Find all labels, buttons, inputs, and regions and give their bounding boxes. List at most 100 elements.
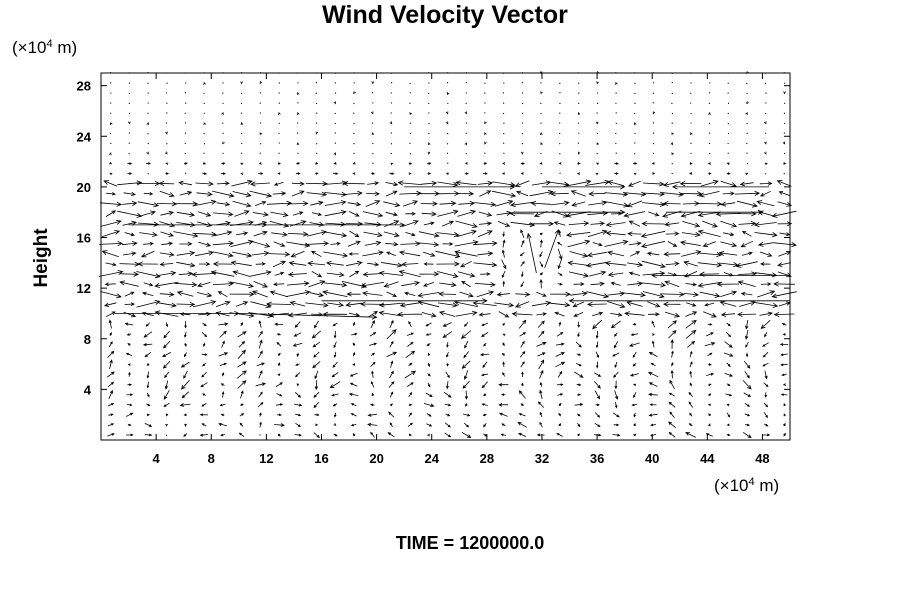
wind-vector	[670, 369, 674, 379]
wind-vector	[277, 172, 281, 175]
wind-vector	[550, 200, 570, 206]
wind-vector	[277, 162, 281, 165]
axis-ticks	[101, 73, 790, 440]
wind-vector	[197, 221, 213, 227]
wind-vector	[776, 180, 792, 187]
wind-vector	[707, 162, 711, 165]
wind-vector	[573, 312, 584, 317]
wind-vector	[784, 122, 786, 124]
wind-vector	[570, 291, 588, 297]
wind-vector	[137, 221, 160, 227]
wind-vector	[671, 122, 673, 124]
wind-vector	[715, 211, 741, 217]
wind-vector	[272, 191, 287, 196]
wind-vector	[478, 211, 493, 217]
wind-vector	[352, 351, 356, 357]
wind-vector	[277, 362, 281, 367]
wind-vector	[159, 291, 175, 297]
wind-vector	[278, 142, 280, 144]
wind-vector	[784, 152, 786, 155]
wind-vector	[222, 152, 224, 154]
wind-vector	[436, 232, 460, 238]
wind-vector	[123, 191, 137, 197]
wind-vector	[536, 341, 547, 347]
wind-vector	[333, 161, 337, 165]
wind-vector	[199, 413, 209, 417]
wind-vector	[164, 371, 170, 379]
wind-vector	[502, 333, 506, 337]
wind-vector	[447, 102, 449, 105]
wind-vector	[183, 352, 187, 358]
wind-vector	[615, 122, 617, 124]
wind-vector	[215, 311, 230, 317]
wind-vector	[482, 172, 488, 175]
wind-vector	[614, 401, 618, 409]
wind-vector	[439, 282, 457, 288]
wind-vector	[275, 403, 284, 406]
wind-vector	[539, 389, 543, 399]
wind-vector	[652, 152, 654, 154]
wind-vector	[427, 362, 431, 368]
wind-vector	[727, 132, 730, 135]
wind-vector	[407, 341, 414, 347]
wind-vector	[777, 271, 792, 278]
wind-vector	[650, 433, 657, 437]
wind-vector	[295, 372, 301, 378]
wind-vector	[276, 333, 281, 336]
wind-vector	[577, 111, 581, 116]
wind-vector	[210, 270, 235, 277]
wind-vector	[408, 162, 413, 165]
wind-vector	[759, 190, 771, 197]
wind-vector	[230, 239, 254, 247]
wind-vector	[400, 241, 421, 247]
wind-vector	[557, 248, 563, 261]
wind-vector	[100, 201, 123, 207]
wind-vector	[294, 403, 303, 407]
wind-vector	[707, 323, 713, 326]
wind-vector	[536, 433, 545, 437]
wind-vector	[104, 282, 116, 287]
wind-vector	[784, 82, 786, 84]
wind-vector	[124, 302, 136, 306]
wind-vector	[559, 112, 561, 114]
wind-vector	[232, 200, 252, 208]
jet-streak	[404, 184, 516, 190]
wind-vector	[315, 122, 318, 124]
wind-vector	[229, 291, 255, 297]
wind-vector	[147, 133, 149, 135]
wind-vector	[445, 121, 449, 125]
wind-vector	[446, 91, 450, 95]
wind-vector	[473, 240, 498, 246]
wind-vector	[557, 259, 562, 270]
wind-vector	[100, 291, 122, 299]
wind-vector	[576, 393, 582, 397]
wind-vector	[142, 291, 154, 297]
wind-vector	[744, 402, 750, 407]
wind-vector	[390, 92, 392, 94]
y-unit-suffix: m)	[52, 38, 78, 57]
wind-vector	[726, 412, 731, 418]
wind-vector	[727, 152, 729, 154]
wind-vector	[159, 251, 175, 257]
wind-vector	[278, 102, 280, 104]
wind-vector	[179, 241, 193, 247]
wind-vector	[315, 161, 319, 165]
wind-vector	[438, 291, 457, 297]
wind-vector	[289, 301, 306, 307]
wind-vector	[568, 220, 590, 226]
wind-vector	[369, 332, 377, 337]
wind-vector	[648, 392, 658, 397]
wind-vector	[121, 241, 138, 247]
wind-vector	[184, 102, 187, 104]
wind-vector	[762, 362, 769, 367]
wind-vector	[202, 393, 206, 396]
wind-vector	[428, 102, 430, 105]
wind-vector	[540, 122, 542, 124]
wind-vector	[237, 380, 247, 389]
wind-vector	[332, 361, 338, 368]
wind-vector	[332, 403, 338, 407]
wind-vector	[670, 339, 674, 349]
wind-vector	[596, 153, 598, 155]
jet-streak	[666, 209, 764, 215]
wind-vector	[685, 329, 697, 339]
